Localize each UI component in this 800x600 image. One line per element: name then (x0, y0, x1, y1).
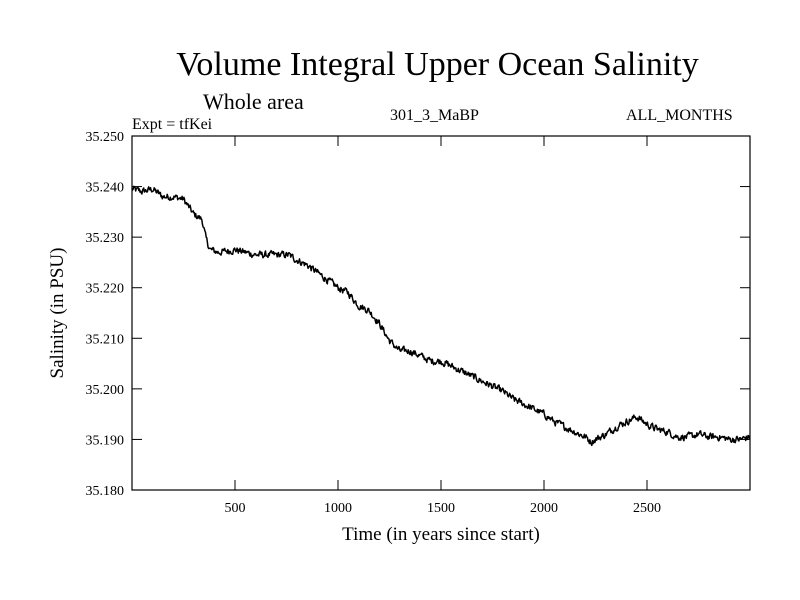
x-axis-label: Time (in years since start) (342, 524, 540, 545)
y-axis-label: Salinity (in PSU) (47, 248, 68, 379)
series-layer (131, 185, 751, 447)
y-tick-label: 35.180 (86, 484, 125, 499)
y-tick-label: 35.190 (86, 433, 125, 448)
x-tick-label: 500 (225, 501, 246, 516)
y-tick-label: 35.250 (86, 130, 125, 145)
x-tick-label: 1500 (427, 501, 455, 516)
chart-title: Volume Integral Upper Ocean Salinity (176, 46, 699, 83)
series-line (131, 185, 751, 447)
y-tick-label: 35.220 (86, 282, 125, 297)
x-tick-label: 2500 (633, 501, 661, 516)
y-tick-label: 35.200 (86, 383, 125, 398)
y-tick-label: 35.240 (86, 181, 125, 196)
experiment-name: 301_3_MaBP (390, 107, 479, 124)
plot-frame (131, 135, 751, 491)
y-axis: 35.180 35.190 35.200 35.210 35.220 35.230 35.2… (86, 130, 750, 499)
y-tick-label: 35.210 (86, 332, 125, 347)
experiment-label: Expt = tfKei (132, 116, 213, 133)
x-axis: 500 1000 1500 2000 2500 (225, 136, 661, 516)
x-tick-label: 2000 (530, 501, 558, 516)
chart-subtitle: Whole area (203, 89, 304, 114)
season-label: ALL_MONTHS (626, 107, 733, 124)
y-tick-label: 35.230 (86, 231, 125, 246)
x-tick-label: 1000 (324, 501, 352, 516)
